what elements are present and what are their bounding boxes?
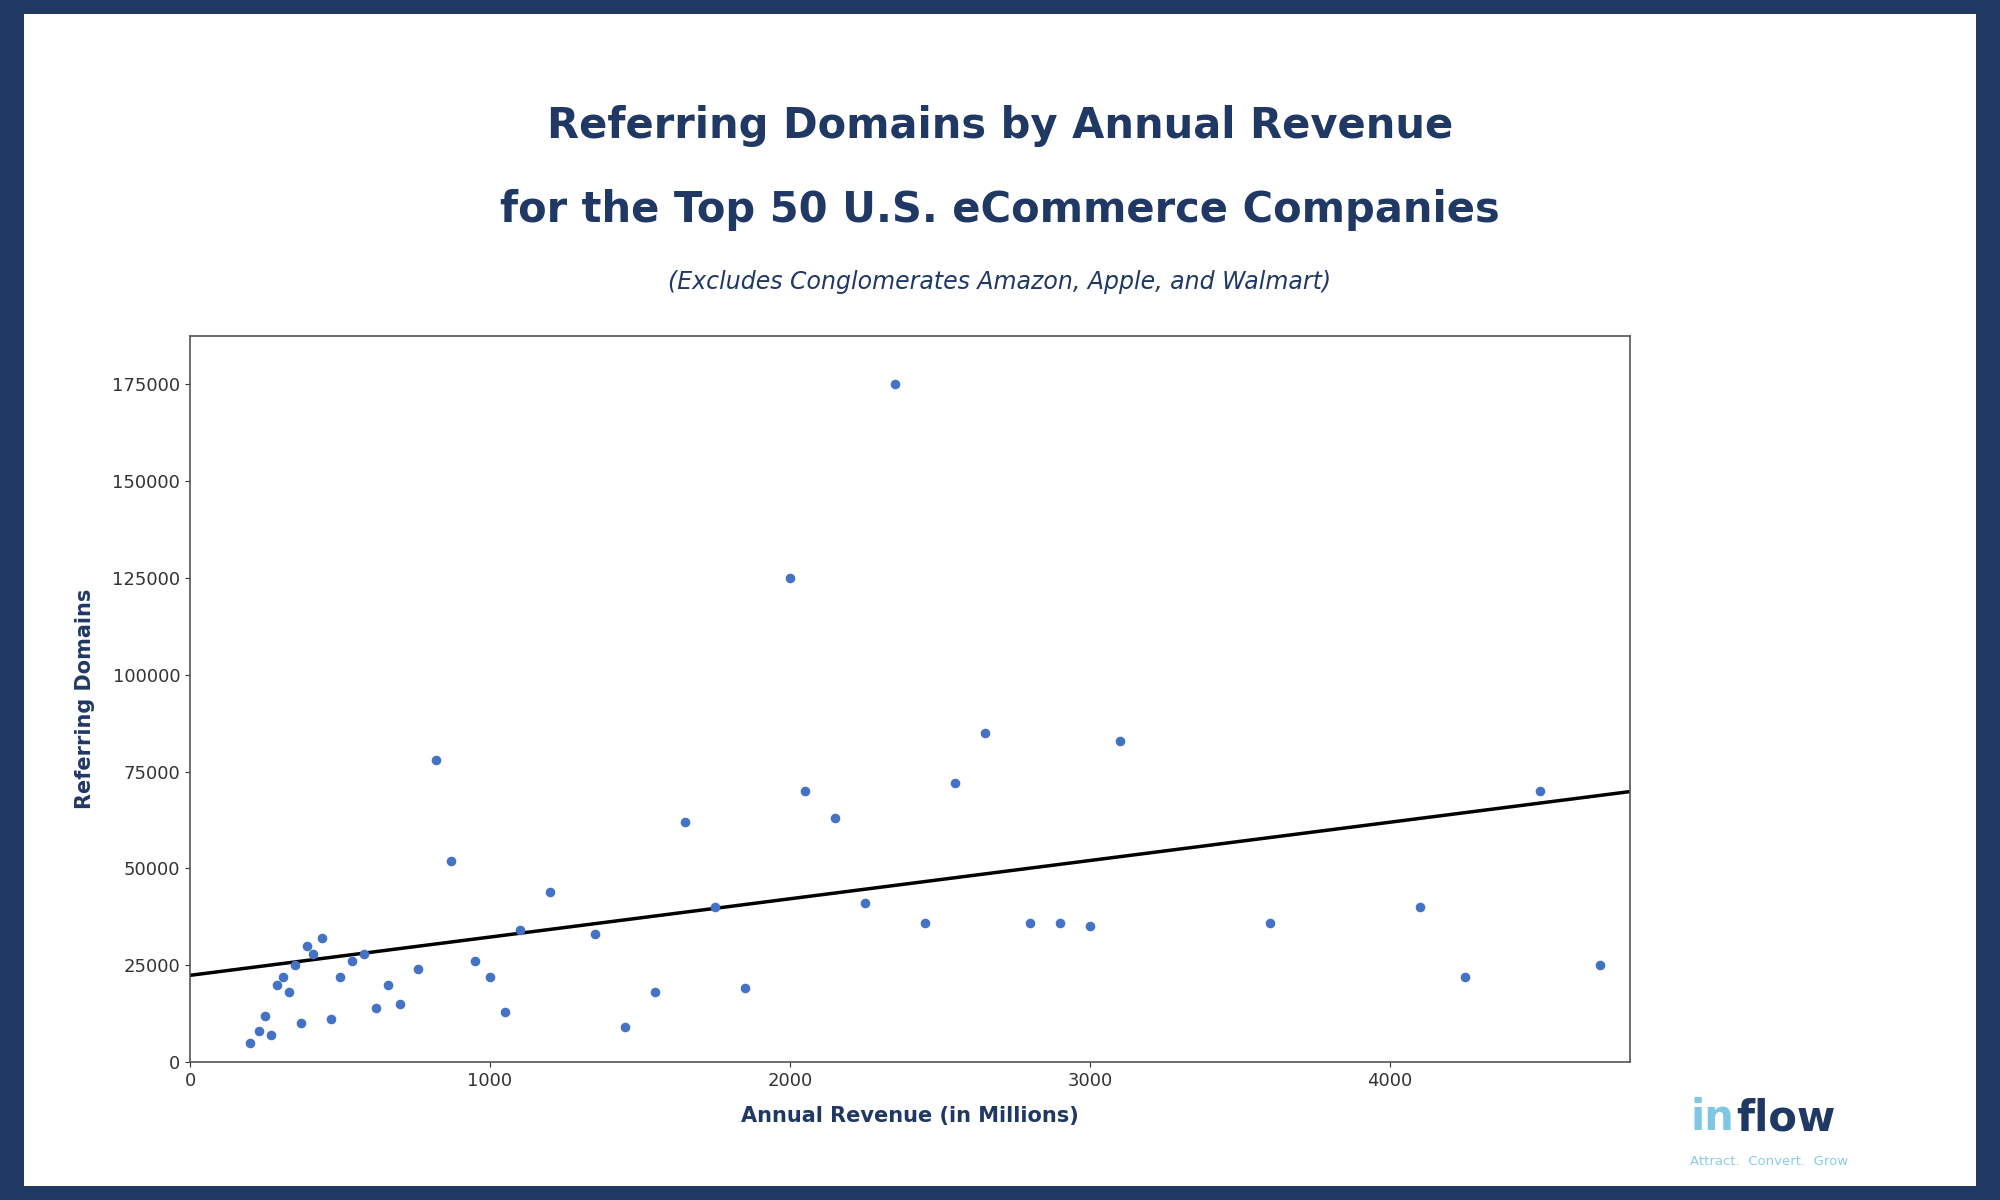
- Point: [940, 774, 972, 793]
- Point: [1104, 731, 1136, 750]
- Point: [284, 1014, 316, 1033]
- Point: [316, 1010, 348, 1030]
- Text: for the Top 50 U.S. eCommerce Companies: for the Top 50 U.S. eCommerce Companies: [500, 188, 1500, 230]
- Point: [256, 1025, 288, 1044]
- Point: [790, 781, 822, 800]
- Point: [700, 898, 732, 917]
- Point: [360, 998, 392, 1018]
- Text: flow: flow: [1736, 1097, 1836, 1140]
- Point: [372, 974, 404, 994]
- Text: (Excludes Conglomerates Amazon, Apple, and Walmart): (Excludes Conglomerates Amazon, Apple, a…: [668, 270, 1332, 294]
- Text: Attract.  Convert.  Grow: Attract. Convert. Grow: [1690, 1156, 1848, 1168]
- Point: [1044, 913, 1076, 932]
- Point: [668, 812, 702, 832]
- Point: [436, 851, 468, 870]
- Y-axis label: Referring Domains: Referring Domains: [76, 589, 96, 809]
- Point: [534, 882, 566, 901]
- Point: [1584, 955, 1616, 974]
- Text: in: in: [1690, 1097, 1734, 1140]
- Point: [420, 750, 452, 769]
- Point: [272, 983, 304, 1002]
- Point: [460, 952, 492, 971]
- Point: [490, 1002, 522, 1021]
- Point: [474, 967, 506, 986]
- Point: [384, 995, 416, 1014]
- Text: Referring Domains by Annual Revenue: Referring Domains by Annual Revenue: [546, 104, 1454, 146]
- Point: [1254, 913, 1286, 932]
- Point: [504, 920, 536, 940]
- Point: [402, 960, 434, 979]
- Point: [1014, 913, 1046, 932]
- Point: [580, 925, 612, 944]
- Point: [820, 809, 852, 828]
- Point: [608, 1018, 640, 1037]
- Point: [1524, 781, 1556, 800]
- Point: [260, 974, 294, 994]
- Point: [248, 1006, 280, 1025]
- X-axis label: Annual Revenue (in Millions): Annual Revenue (in Millions): [742, 1106, 1078, 1127]
- Point: [880, 374, 912, 394]
- Point: [774, 569, 806, 588]
- Point: [1450, 967, 1482, 986]
- Point: [850, 894, 882, 913]
- Point: [324, 967, 356, 986]
- Point: [306, 929, 338, 948]
- Point: [348, 944, 380, 964]
- Point: [336, 952, 368, 971]
- Point: [970, 724, 1002, 743]
- Point: [278, 955, 312, 974]
- Point: [296, 944, 328, 964]
- Point: [292, 936, 324, 955]
- Point: [234, 1033, 266, 1052]
- Point: [244, 1021, 276, 1040]
- Point: [268, 967, 300, 986]
- Point: [730, 979, 762, 998]
- Point: [640, 983, 672, 1002]
- Point: [1404, 898, 1436, 917]
- Point: [1074, 917, 1106, 936]
- Point: [910, 913, 942, 932]
